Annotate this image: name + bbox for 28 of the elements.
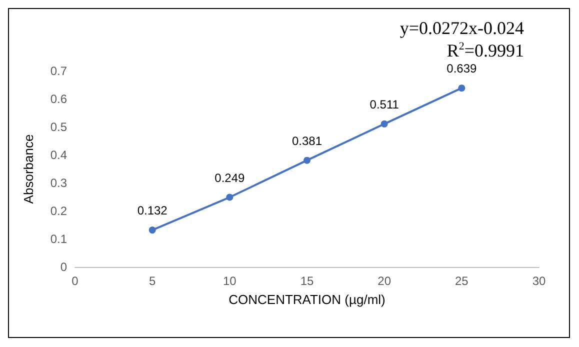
x-tick-label: 15	[300, 274, 314, 288]
x-tick-label: 30	[532, 274, 546, 288]
point	[148, 226, 156, 234]
point	[458, 84, 466, 92]
x-tick-label: 5	[148, 274, 156, 288]
x-tick-label: 25	[454, 274, 469, 288]
point	[226, 194, 234, 201]
y-tick-label: 0.6	[50, 92, 68, 106]
text: y=0.0272x-0.024	[400, 18, 524, 38]
point	[380, 120, 388, 128]
y-tick-label: 0.7	[50, 64, 68, 78]
y-tick-label: 0.2	[50, 204, 68, 218]
y-tick-label: 0.1	[50, 232, 68, 246]
y-tick-label: 0.5	[50, 120, 68, 134]
data-label: 0.639	[446, 62, 478, 76]
y-tick-label: 0.4	[50, 148, 68, 162]
data-label: 0.249	[214, 170, 246, 185]
y-tick-label: 0	[60, 260, 68, 274]
point	[304, 156, 310, 164]
data-label: 0.511	[370, 97, 400, 112]
y-axis-title: Absorbance	[21, 134, 36, 204]
x-tick-label: 0	[72, 274, 79, 288]
data-label: 0.132	[137, 204, 168, 218]
x-axis-title: CONCENTRATION (µg/ml)	[228, 292, 386, 307]
x-tick-label: 20	[378, 274, 392, 288]
y-tick-label: 0.3	[50, 176, 68, 190]
x-tick-label: 10	[222, 274, 237, 288]
data-label: 0.381	[292, 134, 322, 148]
